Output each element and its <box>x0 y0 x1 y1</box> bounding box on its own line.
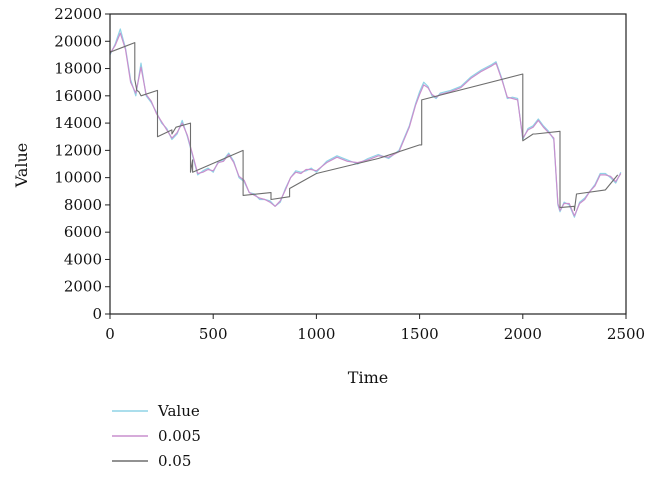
y-tick-label: 10000 <box>54 169 102 187</box>
y-tick-label: 8000 <box>64 196 102 214</box>
series-line-2 <box>109 32 622 217</box>
plot-lines <box>109 28 622 218</box>
y-tick-label: 2000 <box>64 278 102 296</box>
y-tick-label: 14000 <box>54 114 102 132</box>
y-tick-label: 0 <box>92 305 102 323</box>
legend-label: 0.05 <box>158 452 191 470</box>
y-tick-label: 12000 <box>54 141 102 159</box>
y-tick-label: 20000 <box>54 32 102 50</box>
series-line-3 <box>109 42 619 211</box>
legend-label: Value <box>157 402 200 420</box>
legend-label: 0.005 <box>158 427 201 445</box>
y-tick-label: 4000 <box>64 250 102 268</box>
x-axis: 0 500 1000 1500 2000 2500 <box>105 314 645 343</box>
x-tick-label: 1000 <box>297 325 335 343</box>
y-tick-label: 6000 <box>64 223 102 241</box>
series-line-1 <box>109 28 622 218</box>
x-tick-label: 1500 <box>401 325 439 343</box>
y-axis: 0 2000 4000 6000 8000 10000 12000 14000 16000 180… <box>54 5 110 323</box>
x-tick-label: 2000 <box>504 325 542 343</box>
y-tick-label: 18000 <box>54 60 102 78</box>
y-tick-label: 22000 <box>54 5 102 23</box>
plot-frame <box>109 13 627 315</box>
x-tick-label: 500 <box>199 325 228 343</box>
y-axis-title: Value <box>12 143 31 189</box>
y-tick-label: 16000 <box>54 87 102 105</box>
x-tick-label: 2500 <box>607 325 645 343</box>
x-tick-label: 0 <box>105 325 115 343</box>
legend: Value 0.005 0.05 <box>112 402 201 470</box>
x-axis-title: Time <box>348 368 388 387</box>
